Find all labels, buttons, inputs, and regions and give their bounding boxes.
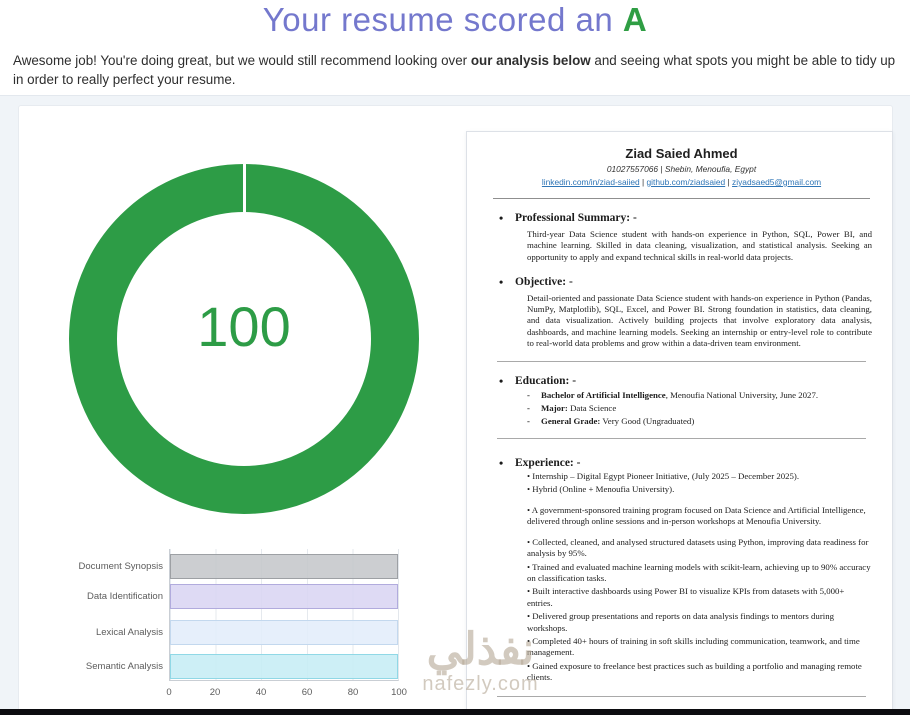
x-tick-40: 40	[255, 687, 267, 698]
x-tick-20: 20	[209, 687, 221, 698]
score-grade-letter: A	[622, 1, 648, 38]
education-item-bold: Bachelor of Artificial Intelligence	[541, 390, 666, 400]
experience-line: • Delivered group presentations and repo…	[527, 611, 834, 633]
section-divider	[497, 695, 866, 697]
bar-chart-plot-area	[169, 549, 399, 681]
section-heading: Experience: -	[499, 456, 872, 471]
intro-text-before: Awesome job! You're doing great, but we …	[13, 53, 471, 68]
experience-line: • Built interactive dashboards using Pow…	[527, 586, 845, 608]
score-value: 100	[197, 294, 291, 358]
score-donut-chart: 100	[69, 164, 419, 514]
intro-paragraph: Awesome job! You're doing great, but we …	[0, 39, 910, 90]
section-heading: Objective: -	[499, 275, 872, 290]
section-body: Detail-oriented and passionate Data Scie…	[527, 292, 872, 348]
education-item-bold: General Grade:	[541, 416, 601, 426]
x-tick-80: 80	[347, 687, 359, 698]
experience-line: • Hybrid (Online + Menoufia University).	[527, 484, 675, 495]
experience-line: • Collected, cleaned, and analysed struc…	[527, 536, 869, 559]
resume-contact-line: 01027557066 | Shebin, Menoufia, Egypt	[606, 164, 757, 174]
bar-label-data-identification: Data Identification	[86, 591, 163, 602]
x-tick-100: 100	[391, 687, 407, 698]
analysis-card: 100 Document Synopsis Data Identificatio…	[18, 105, 893, 715]
education-item: Bachelor of Artificial Intelligence, Men…	[527, 390, 872, 400]
section-heading: Education: -	[499, 374, 872, 389]
resume-name: Ziad Saied Ahmed	[625, 146, 738, 161]
link-separator: |	[725, 177, 733, 187]
bottom-bar	[0, 709, 910, 715]
bar-semantic-analysis	[170, 654, 398, 679]
page-header: Your resume scored an A Awesome job! You…	[0, 0, 910, 96]
intro-text-after: and seeing what spots you might be able …	[13, 53, 896, 88]
bar-lexical-analysis	[170, 620, 398, 645]
x-tick-0: 0	[166, 687, 172, 698]
x-tick-60: 60	[301, 687, 313, 698]
experience-line: • A government-sponsored training progra…	[527, 504, 866, 527]
education-item-rest: Very Good (Ungraduated)	[600, 416, 695, 426]
section-professional-summary: Professional Summary: - Third-year Data …	[491, 211, 872, 263]
linkedin-link[interactable]: linkedin.com/in/ziad-saiied	[541, 177, 640, 187]
experience-line: • Gained exposure to freelance best prac…	[527, 660, 862, 683]
section-divider	[497, 438, 866, 439]
github-link[interactable]: github.com/ziadsaied	[646, 177, 726, 187]
section-divider	[497, 361, 866, 362]
donut-start-notch	[242, 164, 246, 213]
education-item: Major: Data Science	[527, 403, 872, 413]
section-heading: Professional Summary: -	[499, 211, 872, 226]
email-link[interactable]: ziyadsaed5@gmail.com	[732, 177, 822, 187]
resume-preview: Ziad Saied Ahmed 01027557066 | Shebin, M…	[466, 131, 893, 715]
bar-label-lexical-analysis: Lexical Analysis	[95, 627, 163, 638]
section-body: Third-year Data Science student with han…	[527, 229, 872, 262]
section-objective: Objective: - Detail-oriented and passion…	[491, 275, 872, 349]
education-item-bold: Major:	[541, 403, 568, 413]
bar-document-synopsis	[170, 554, 398, 579]
intro-analysis-link-text: our analysis below	[470, 53, 591, 68]
link-separator: |	[639, 177, 647, 187]
section-education: Education: - Bachelor of Artificial Inte…	[491, 374, 872, 426]
section-experience: Experience: - • Internship – Digital Egy…	[491, 456, 872, 684]
resume-links-line: linkedin.com/in/ziad-saiied | github.com…	[491, 177, 872, 187]
education-item-rest: Data Science	[567, 403, 617, 413]
bar-label-document-synopsis: Document Synopsis	[78, 561, 163, 572]
resume-header-rule	[493, 198, 870, 199]
education-item: General Grade: Very Good (Ungraduated)	[527, 416, 872, 426]
page-title-text: Your resume scored an	[262, 1, 623, 38]
education-item-rest: , Menoufia National University, June 202…	[665, 390, 819, 400]
experience-line: • Internship – Digital Egypt Pioneer Ini…	[527, 471, 800, 481]
experience-line: • Completed 40+ hours of training in sof…	[527, 636, 860, 658]
experience-line: • Trained and evaluated machine learning…	[527, 561, 871, 583]
bar-label-semantic-analysis: Semantic Analysis	[85, 661, 163, 672]
page-title: Your resume scored an A	[0, 1, 910, 39]
bar-data-identification	[170, 584, 398, 609]
analysis-bar-chart: Document Synopsis Data Identification Le…	[27, 549, 427, 709]
